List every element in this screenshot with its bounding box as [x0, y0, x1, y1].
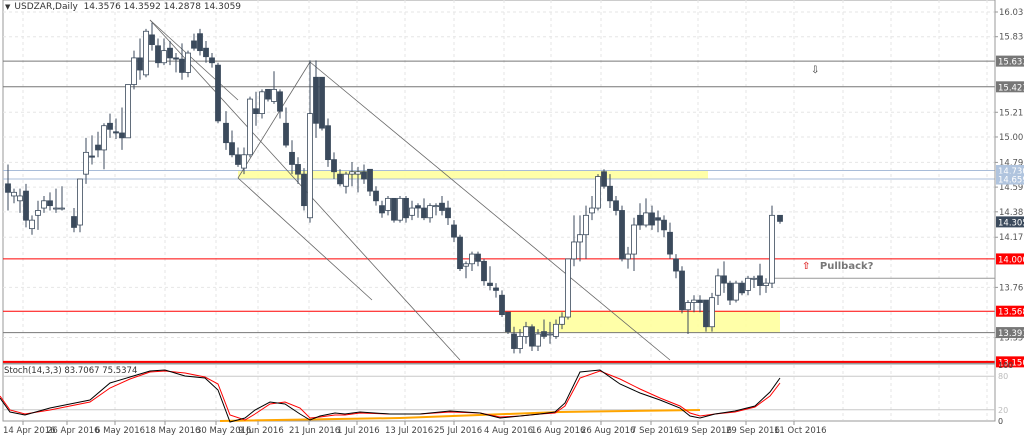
candlesticks — [5, 22, 783, 354]
svg-text:20: 20 — [998, 406, 1008, 415]
svg-text:25 Jul 2016: 25 Jul 2016 — [434, 426, 482, 436]
horizontal-levels — [3, 60, 995, 363]
svg-text:6 May 2016: 6 May 2016 — [95, 426, 145, 436]
symbol-timeframe: USDZAR,Daily — [14, 2, 78, 12]
svg-text:14 Apr 2016: 14 Apr 2016 — [3, 426, 56, 436]
svg-text:15.2110: 15.2110 — [999, 108, 1024, 118]
svg-text:100: 100 — [998, 361, 1013, 370]
svg-text:26 Apr 2016: 26 Apr 2016 — [47, 426, 100, 436]
svg-text:4 Aug 2016: 4 Aug 2016 — [484, 426, 533, 436]
up-arrow-icon: ⇧ — [802, 261, 811, 272]
svg-text:14.6596: 14.6596 — [998, 176, 1024, 186]
stochastic-label: Stoch(14,3,3) 83.7067 75.5374 — [4, 366, 138, 376]
svg-text:11 Oct 2016: 11 Oct 2016 — [774, 426, 827, 436]
svg-text:80: 80 — [998, 372, 1008, 381]
pullback-text: Pullback? — [819, 261, 874, 272]
svg-text:14.0000: 14.0000 — [998, 255, 1024, 265]
svg-text:14.3890: 14.3890 — [999, 208, 1024, 218]
svg-text:13 Jul 2016: 13 Jul 2016 — [385, 426, 433, 436]
svg-text:30 May 2016: 30 May 2016 — [196, 426, 251, 436]
svg-text:16 Aug 2016: 16 Aug 2016 — [531, 426, 585, 436]
svg-text:15.8350: 15.8350 — [999, 33, 1024, 43]
svg-text:7 Sep 2016: 7 Sep 2016 — [631, 426, 679, 436]
svg-text:21 Jun 2016: 21 Jun 2016 — [289, 426, 340, 436]
svg-text:15.4213: 15.4213 — [998, 83, 1024, 93]
svg-text:19 Sep 2016: 19 Sep 2016 — [678, 426, 732, 436]
svg-text:13.1500: 13.1500 — [998, 358, 1024, 368]
down-arrow-icon: ⇩ — [811, 65, 820, 76]
svg-text:14.7970: 14.7970 — [999, 158, 1024, 168]
svg-text:1 Jul 2016: 1 Jul 2016 — [337, 426, 380, 436]
svg-text:13.7650: 13.7650 — [999, 283, 1024, 293]
svg-text:15.6334: 15.6334 — [998, 58, 1024, 68]
svg-text:15.0070: 15.0070 — [999, 133, 1024, 143]
svg-text:29 Sep 2016: 29 Sep 2016 — [726, 426, 780, 436]
price-axis: 16.0390 15.8350 15.2110 15.0070 14.7970 14.59… — [994, 0, 1024, 421]
svg-text:14.5930: 14.5930 — [999, 183, 1024, 193]
dropdown-triangle-icon[interactable]: ▼ — [5, 3, 11, 11]
chart-header: ▼ USDZAR,Daily 14.3576 14.3592 14.2878 14… — [5, 2, 241, 12]
svg-text:18 May 2016: 18 May 2016 — [145, 426, 200, 436]
svg-text:13.5683: 13.5683 — [998, 308, 1024, 318]
pullback-annotation: ⇧ Pullback? — [802, 261, 873, 272]
trend-channel-lines — [149, 19, 671, 361]
svg-text:14.7301: 14.7301 — [998, 167, 1024, 177]
svg-text:0: 0 — [998, 417, 1003, 426]
svg-text:9 Jun 2016: 9 Jun 2016 — [238, 426, 284, 436]
svg-text:16.0390: 16.0390 — [999, 8, 1024, 18]
stochastic-panel: 100 80 20 0 — [0, 361, 1013, 426]
svg-text:13.3918: 13.3918 — [998, 329, 1024, 339]
svg-text:13.3510: 13.3510 — [999, 334, 1024, 344]
svg-text:14.3059: 14.3059 — [998, 218, 1024, 228]
ohlc-values: 14.3576 14.3592 14.2878 14.3059 — [83, 2, 242, 12]
svg-text:14.1790: 14.1790 — [999, 233, 1024, 243]
svg-text:26 Aug 2016: 26 Aug 2016 — [581, 426, 635, 436]
grid-lines — [2, 0, 996, 422]
